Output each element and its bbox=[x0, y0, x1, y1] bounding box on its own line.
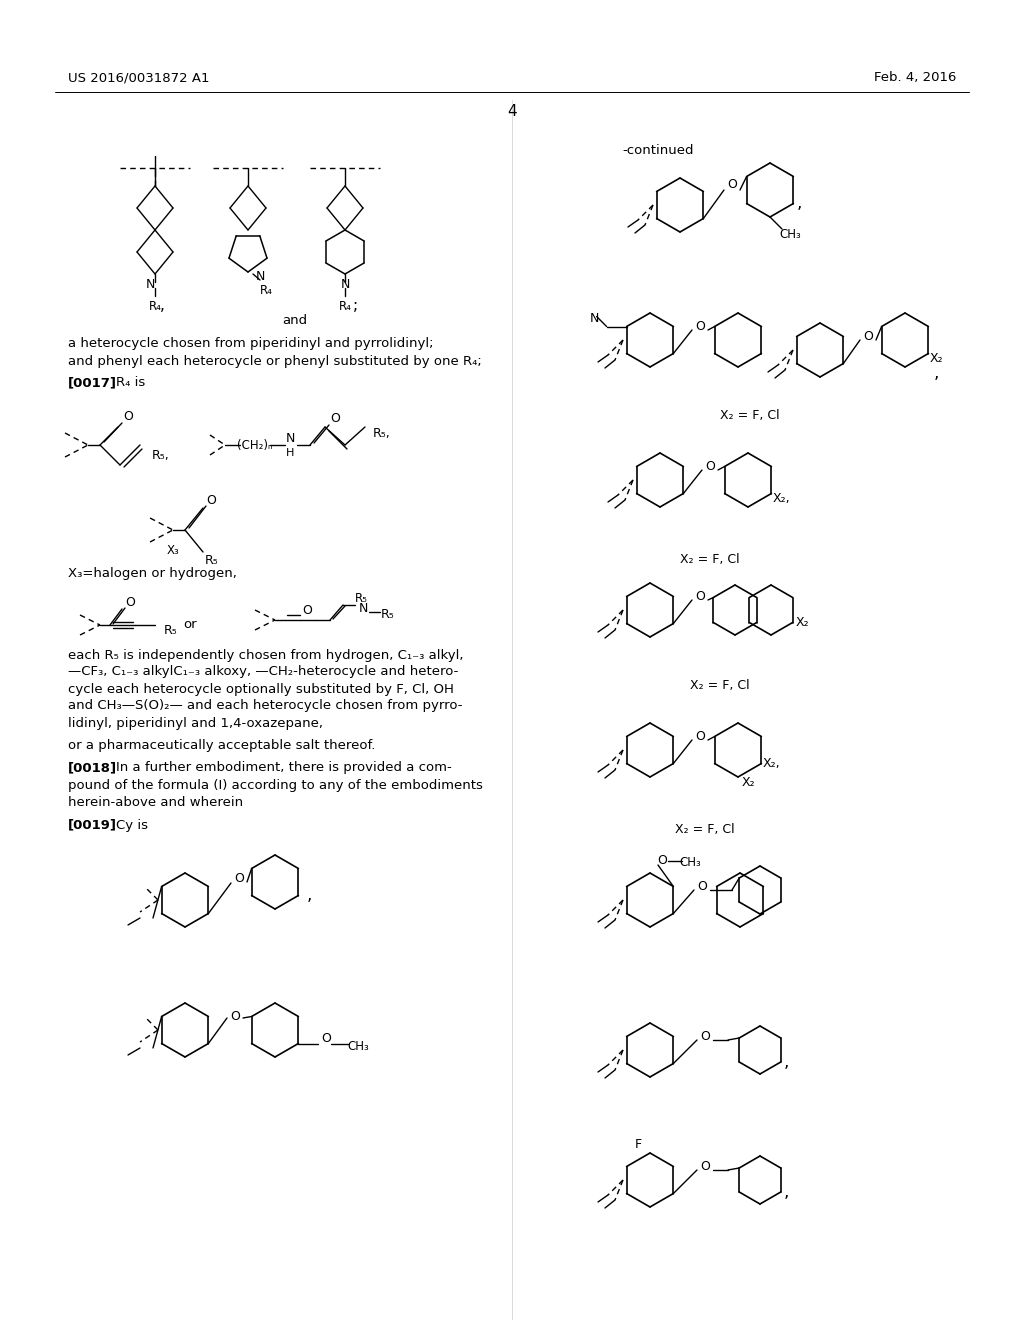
Text: O: O bbox=[206, 494, 216, 507]
Text: ,: , bbox=[306, 887, 311, 904]
Text: O: O bbox=[234, 871, 244, 884]
Text: X₂,: X₂, bbox=[763, 756, 780, 770]
Text: F: F bbox=[635, 1138, 642, 1151]
Text: (CH₂)ₙ: (CH₂)ₙ bbox=[238, 438, 272, 451]
Text: each R₅ is independently chosen from hydrogen, C₁₋₃ alkyl,: each R₅ is independently chosen from hyd… bbox=[68, 648, 464, 661]
Text: X₂ = F, Cl: X₂ = F, Cl bbox=[720, 408, 780, 421]
Text: and: and bbox=[283, 314, 307, 326]
Text: X₂: X₂ bbox=[796, 616, 809, 630]
Text: R₅: R₅ bbox=[354, 591, 368, 605]
Text: ;: ; bbox=[353, 298, 358, 314]
Text: [0018]: [0018] bbox=[68, 762, 117, 775]
Text: O: O bbox=[706, 459, 715, 473]
Text: and phenyl each heterocycle or phenyl substituted by one R₄;: and phenyl each heterocycle or phenyl su… bbox=[68, 355, 481, 367]
Text: ,: , bbox=[784, 1053, 790, 1071]
Text: or a pharmaceutically acceptable salt thereof.: or a pharmaceutically acceptable salt th… bbox=[68, 738, 376, 751]
Text: O: O bbox=[695, 730, 705, 742]
Text: O: O bbox=[302, 605, 312, 618]
Text: O: O bbox=[727, 178, 737, 191]
Text: O: O bbox=[230, 1010, 240, 1023]
Text: -continued: -continued bbox=[622, 144, 693, 157]
Text: CH₃: CH₃ bbox=[679, 857, 700, 870]
Text: R₄: R₄ bbox=[259, 284, 272, 297]
Text: or: or bbox=[183, 619, 197, 631]
Text: X₃: X₃ bbox=[167, 544, 179, 557]
Text: N: N bbox=[286, 433, 295, 446]
Text: Feb. 4, 2016: Feb. 4, 2016 bbox=[873, 71, 956, 84]
Text: O: O bbox=[657, 854, 667, 867]
Text: O: O bbox=[863, 330, 872, 342]
Text: R₅,: R₅, bbox=[152, 449, 170, 462]
Text: X₃=halogen or hydrogen,: X₃=halogen or hydrogen, bbox=[68, 568, 237, 581]
Text: X₂: X₂ bbox=[741, 776, 755, 788]
Text: O: O bbox=[695, 590, 705, 602]
Text: R₄: R₄ bbox=[148, 300, 162, 313]
Text: N: N bbox=[590, 312, 599, 325]
Text: N: N bbox=[340, 277, 349, 290]
Text: X₂: X₂ bbox=[930, 352, 943, 366]
Text: R₄ is: R₄ is bbox=[116, 376, 145, 389]
Text: X₂ = F, Cl: X₂ = F, Cl bbox=[675, 824, 735, 837]
Text: X₂ = F, Cl: X₂ = F, Cl bbox=[680, 553, 739, 566]
Text: N: N bbox=[358, 602, 368, 615]
Text: US 2016/0031872 A1: US 2016/0031872 A1 bbox=[68, 71, 210, 84]
Text: O: O bbox=[125, 597, 135, 610]
Text: —CF₃, C₁₋₃ alkylC₁₋₃ alkoxy, —CH₂-heterocycle and hetero-: —CF₃, C₁₋₃ alkylC₁₋₃ alkoxy, —CH₂-hetero… bbox=[68, 665, 459, 678]
Text: O: O bbox=[700, 1159, 710, 1172]
Text: 4: 4 bbox=[507, 104, 517, 120]
Text: ,: , bbox=[797, 194, 802, 213]
Text: herein-above and wherein: herein-above and wherein bbox=[68, 796, 243, 808]
Text: O: O bbox=[695, 319, 705, 333]
Text: O: O bbox=[697, 879, 707, 892]
Text: O: O bbox=[330, 412, 340, 425]
Text: H: H bbox=[286, 447, 294, 458]
Text: ,: , bbox=[934, 364, 939, 383]
Text: lidinyl, piperidinyl and 1,4-oxazepane,: lidinyl, piperidinyl and 1,4-oxazepane, bbox=[68, 717, 323, 730]
Text: R₅: R₅ bbox=[164, 623, 178, 636]
Text: and CH₃—S(O)₂— and each heterocycle chosen from pyrro-: and CH₃—S(O)₂— and each heterocycle chos… bbox=[68, 700, 463, 713]
Text: R₄: R₄ bbox=[339, 300, 351, 313]
Text: O: O bbox=[123, 411, 133, 424]
Text: CH₃: CH₃ bbox=[347, 1040, 370, 1053]
Text: a heterocycle chosen from piperidinyl and pyrrolidinyl;: a heterocycle chosen from piperidinyl an… bbox=[68, 337, 433, 350]
Text: Cy is: Cy is bbox=[116, 818, 148, 832]
Text: cycle each heterocycle optionally substituted by F, Cl, OH: cycle each heterocycle optionally substi… bbox=[68, 682, 454, 696]
Text: pound of the formula (I) according to any of the embodiments: pound of the formula (I) according to an… bbox=[68, 779, 483, 792]
Text: [0019]: [0019] bbox=[68, 818, 117, 832]
Text: N: N bbox=[256, 271, 265, 284]
Text: In a further embodiment, there is provided a com-: In a further embodiment, there is provid… bbox=[116, 762, 452, 775]
Text: O: O bbox=[700, 1030, 710, 1043]
Text: X₂,: X₂, bbox=[772, 492, 791, 506]
Text: N: N bbox=[145, 277, 155, 290]
Text: ,: , bbox=[160, 298, 165, 314]
Text: CH₃: CH₃ bbox=[779, 228, 801, 242]
Text: R₅: R₅ bbox=[205, 553, 219, 566]
Text: R₅: R₅ bbox=[381, 609, 395, 622]
Text: R₅,: R₅, bbox=[373, 426, 391, 440]
Text: ,: , bbox=[784, 1183, 790, 1201]
Text: X₂ = F, Cl: X₂ = F, Cl bbox=[690, 678, 750, 692]
Text: [0017]: [0017] bbox=[68, 376, 117, 389]
Text: O: O bbox=[322, 1032, 332, 1045]
